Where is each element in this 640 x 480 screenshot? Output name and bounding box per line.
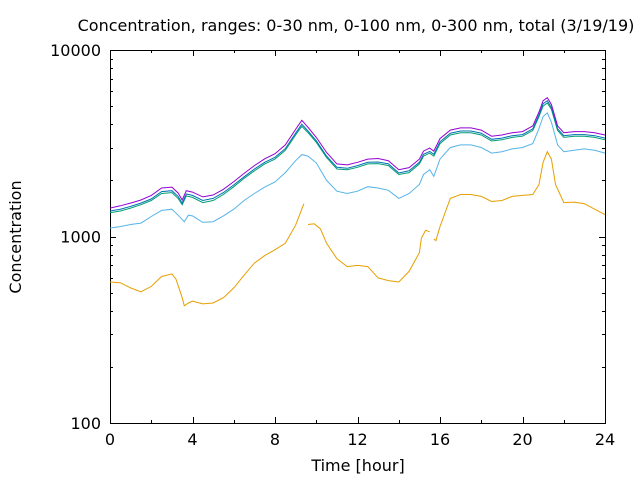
- axis-ticks: [110, 50, 606, 424]
- series-line-1: [433, 150, 606, 242]
- series-line-1: [109, 203, 305, 307]
- x-tick-label: 16: [430, 430, 450, 449]
- tick-labels: 0 4 8 12 16 20 24 100 1000 10000: [50, 41, 615, 449]
- x-tick-label: 0: [105, 430, 115, 449]
- series-line-4: [109, 99, 606, 212]
- series-line-1: [307, 223, 430, 283]
- y-axis-label: Concentration: [6, 180, 25, 293]
- series-line-5: [109, 96, 606, 209]
- x-tick-label: 24: [595, 430, 615, 449]
- x-axis-label: Time [hour]: [310, 456, 404, 475]
- series-group: [109, 96, 606, 307]
- chart-title: Concentration, ranges: 0-30 nm, 0-100 nm…: [78, 16, 635, 35]
- x-tick-label: 8: [270, 430, 280, 449]
- y-tick-label: 10000: [50, 41, 101, 60]
- series-line-3: [109, 102, 606, 214]
- x-tick-label: 4: [187, 430, 197, 449]
- x-tick-label: 12: [347, 430, 367, 449]
- series-line-2: [109, 112, 606, 229]
- y-tick-label: 100: [70, 414, 101, 433]
- plot-frame: [110, 50, 606, 424]
- x-tick-label: 20: [512, 430, 532, 449]
- y-tick-label: 1000: [60, 228, 101, 247]
